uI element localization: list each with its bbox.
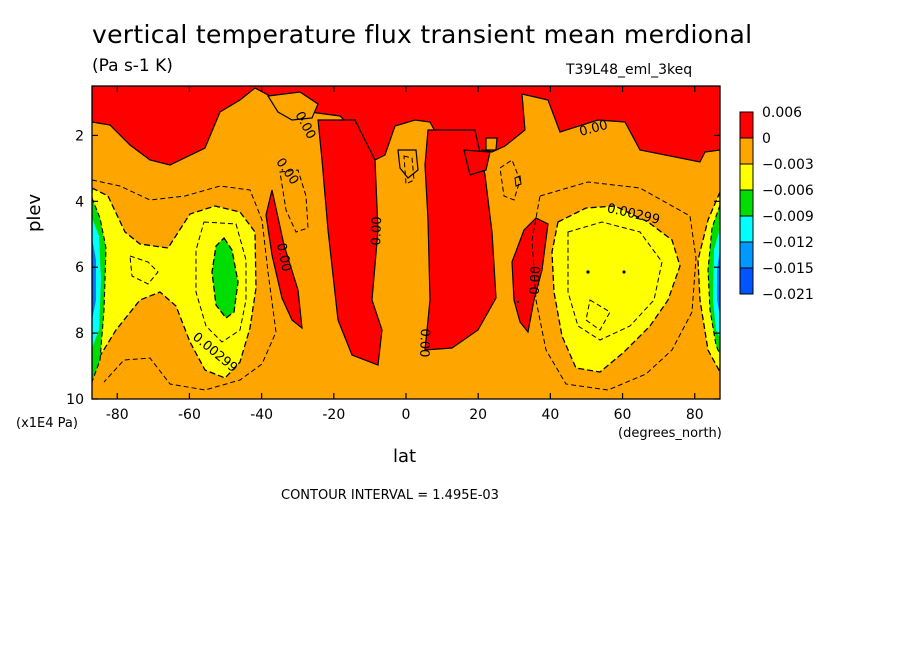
field-red-right-finger: [511, 217, 549, 334]
x-axis-units: (degrees_north): [618, 426, 722, 441]
field-yellow-north: [551, 205, 681, 373]
contour-label-5: 0.00: [528, 266, 544, 296]
colorbar-level-label-0: 0.006: [762, 105, 802, 121]
field-green-south-blob: [211, 236, 239, 319]
y-tick-label-0: 2: [75, 128, 84, 144]
field-red-patch-mid: [463, 149, 491, 176]
run-label: T39L48_eml_3keq: [566, 62, 693, 78]
colorbar-swatch-2: [739, 163, 754, 191]
field-cyan-north-edge: [713, 228, 720, 338]
colorbar-level-label-5: −0.012: [762, 235, 814, 251]
field-blue-south-edge: [92, 238, 96, 320]
x-tick-label-6: 40: [541, 407, 559, 423]
colorbar-swatch-3: [739, 189, 754, 217]
contour-label-6: 0.00: [578, 118, 610, 140]
contour-marker: [516, 300, 520, 304]
dashed-contours: [92, 155, 697, 391]
chart-subtitle: (Pa s-1 K): [92, 56, 173, 76]
colorbar-level-label-2: −0.003: [762, 157, 814, 173]
colorbar-level-label-1: 0: [762, 131, 771, 147]
colorbar-swatch-1: [739, 137, 754, 165]
x-tick-label-0: -80: [106, 407, 129, 423]
field-blue-north-edge: [717, 248, 720, 316]
contour-label-2: 0.00: [273, 242, 294, 273]
colorbar-swatch-0: [739, 111, 754, 139]
contour-marker: [514, 175, 522, 187]
chart-title: vertical temperature flux transient mean…: [92, 20, 753, 49]
field-orange-patch-3: [485, 137, 498, 151]
colorbar-level-label-3: −0.006: [762, 183, 814, 199]
contour-interval-label: CONTOUR INTERVAL = 1.495E-03: [281, 488, 499, 503]
x-tick-label-2: -40: [250, 407, 273, 423]
x-tick-label-3: -20: [322, 407, 345, 423]
y-axis-label: plev: [24, 193, 45, 232]
x-axis-label: lat: [393, 446, 417, 467]
contour-marker: [586, 270, 590, 274]
colorbar-level-label-6: −0.015: [762, 261, 814, 277]
y-tick-label-4: 10: [66, 392, 84, 408]
x-tick-label-7: 60: [614, 407, 632, 423]
colorbar-level-label-7: −0.021: [762, 287, 814, 303]
y-tick-label-1: 4: [75, 194, 84, 210]
x-tick-label-4: 0: [402, 407, 411, 423]
colorbar-swatch-5: [739, 241, 754, 269]
field-orange-patch-1: [266, 91, 319, 121]
field-red-top: [92, 86, 720, 208]
contour-marker: [622, 270, 626, 274]
x-tick-label-8: 80: [686, 407, 704, 423]
colorbar-level-label-4: −0.009: [762, 209, 814, 225]
contour-label-3: 0.00: [369, 216, 385, 245]
y-tick-label-3: 8: [75, 326, 84, 342]
field-yellow-south: [92, 187, 257, 379]
contour-label-4: 0.00: [416, 328, 432, 357]
field-red-left-finger: [265, 189, 303, 330]
y-tick-label-2: 6: [75, 260, 84, 276]
colorbar-swatch-4: [739, 215, 754, 243]
x-tick-label-1: -60: [178, 407, 201, 423]
x-tick-label-5: 20: [469, 407, 487, 423]
colorbar-swatch-6: [739, 267, 754, 295]
y-axis-units: (x1E4 Pa): [16, 416, 78, 431]
field-red-center: [317, 119, 383, 366]
